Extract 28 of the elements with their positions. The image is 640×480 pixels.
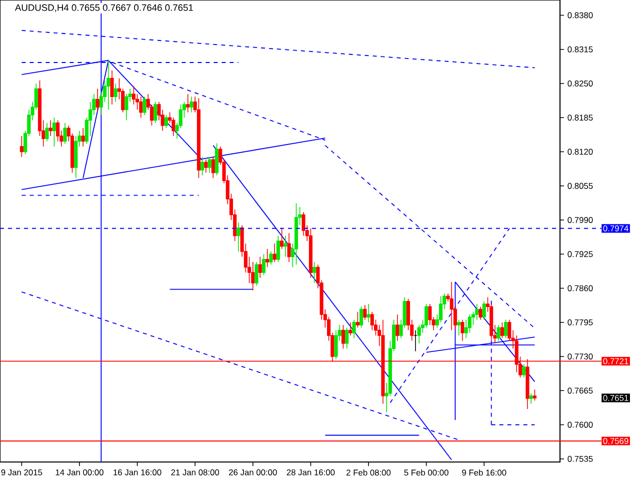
y-tick-label: 0.8185: [568, 114, 593, 121]
y-tick-label: 0.7860: [568, 285, 593, 292]
x-tick-label: 9 Jan 2015: [1, 469, 42, 476]
ref-line-label: 0.7974: [603, 225, 628, 232]
ref-line-label: 0.7569: [603, 438, 628, 444]
y-tick-label: 0.7795: [568, 319, 593, 326]
x-tick-label: 28 Jan 16:00: [286, 469, 335, 476]
x-tick-label: 21 Jan 08:00: [171, 469, 220, 476]
chart-title: AUDUSD,H4 0.7655 0.7667 0.7646 0.7651: [14, 4, 193, 12]
y-tick-label: 0.7990: [568, 217, 593, 223]
y-tick-label: 0.8120: [568, 148, 593, 155]
text: 0.7651: [603, 394, 628, 401]
y-tick-label: 0.7535: [568, 456, 593, 462]
y-tick-label: 0.7600: [568, 422, 593, 428]
x-tick-label: 26 Jan 00:00: [229, 469, 277, 476]
y-tick-label: 0.8250: [568, 80, 593, 86]
ref-line-label: 0.7721: [603, 358, 628, 364]
y-tick-label: 0.8315: [568, 46, 593, 52]
x-tick-label: 14 Jan 00:00: [56, 469, 104, 476]
x-tick-label: 2 Feb 08:00: [346, 469, 391, 476]
x-tick-label: 9 Feb 16:00: [462, 469, 506, 476]
y-tick-label: 0.8055: [568, 182, 593, 189]
x-tick-label: 5 Feb 00:00: [404, 469, 448, 476]
y-tick-label: 0.7665: [568, 388, 593, 394]
x-tick-label: 16 Jan 16:00: [114, 469, 162, 476]
y-tick-label: 0.8380: [568, 12, 593, 18]
y-tick-label: 0.7925: [568, 251, 593, 258]
y-tick-label: 0.7730: [568, 353, 593, 360]
